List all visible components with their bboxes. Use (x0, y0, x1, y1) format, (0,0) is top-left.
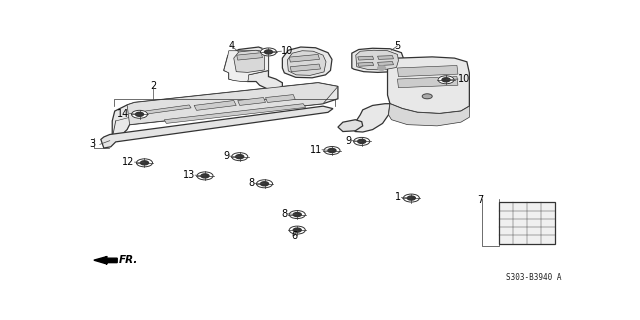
Polygon shape (194, 100, 236, 110)
Text: FR.: FR. (118, 255, 138, 265)
Polygon shape (397, 66, 458, 76)
Polygon shape (234, 50, 264, 72)
Text: 2: 2 (150, 82, 157, 92)
Text: 4: 4 (228, 41, 234, 51)
Circle shape (407, 196, 415, 200)
Circle shape (257, 180, 273, 188)
Circle shape (131, 110, 148, 118)
Polygon shape (101, 106, 333, 148)
Polygon shape (358, 62, 374, 66)
Polygon shape (289, 54, 319, 62)
Text: 11: 11 (310, 145, 322, 155)
Circle shape (136, 112, 143, 116)
Polygon shape (112, 83, 338, 138)
Text: 7: 7 (477, 195, 484, 205)
Circle shape (136, 159, 152, 167)
Polygon shape (388, 57, 469, 114)
Circle shape (403, 194, 419, 202)
Circle shape (201, 174, 209, 178)
Circle shape (236, 155, 244, 159)
Polygon shape (237, 98, 266, 105)
Polygon shape (224, 51, 269, 82)
Text: 3: 3 (90, 139, 95, 149)
Circle shape (438, 76, 454, 84)
Circle shape (422, 94, 432, 99)
Polygon shape (127, 83, 338, 124)
Circle shape (328, 148, 336, 153)
Circle shape (197, 172, 213, 180)
Circle shape (378, 66, 385, 70)
Circle shape (354, 137, 370, 145)
Polygon shape (388, 104, 469, 126)
Circle shape (289, 226, 305, 234)
Polygon shape (224, 47, 269, 75)
Circle shape (358, 140, 365, 143)
Polygon shape (397, 76, 458, 88)
Polygon shape (266, 95, 295, 102)
Circle shape (260, 182, 269, 186)
Polygon shape (229, 70, 282, 89)
Circle shape (140, 161, 148, 165)
Polygon shape (352, 48, 403, 72)
Circle shape (264, 50, 273, 54)
Circle shape (232, 153, 248, 161)
Text: 8: 8 (248, 178, 255, 188)
Text: 10: 10 (458, 74, 470, 84)
Text: 6: 6 (291, 230, 298, 241)
Polygon shape (352, 104, 390, 132)
Text: S303-B3940 A: S303-B3940 A (506, 273, 561, 282)
Text: 10: 10 (282, 46, 294, 56)
Circle shape (293, 228, 301, 232)
Polygon shape (358, 56, 374, 60)
Polygon shape (287, 51, 326, 75)
Polygon shape (356, 50, 399, 70)
Text: 13: 13 (183, 170, 195, 180)
Polygon shape (237, 53, 262, 60)
Polygon shape (338, 120, 363, 132)
Polygon shape (145, 105, 191, 114)
Polygon shape (378, 56, 394, 59)
Circle shape (289, 211, 305, 219)
Polygon shape (164, 104, 306, 124)
Text: 8: 8 (281, 209, 287, 219)
Circle shape (293, 212, 301, 217)
Circle shape (260, 48, 276, 56)
Text: 5: 5 (394, 41, 401, 51)
Polygon shape (282, 47, 332, 78)
Circle shape (324, 147, 340, 155)
Polygon shape (291, 64, 321, 72)
Text: 1: 1 (396, 192, 401, 202)
Text: 9: 9 (223, 151, 230, 161)
Text: 14: 14 (117, 108, 129, 118)
Polygon shape (94, 256, 117, 264)
Text: 12: 12 (122, 157, 134, 167)
Circle shape (442, 78, 450, 82)
Polygon shape (378, 61, 394, 66)
Bar (499, 202, 555, 244)
Text: 9: 9 (346, 136, 352, 146)
